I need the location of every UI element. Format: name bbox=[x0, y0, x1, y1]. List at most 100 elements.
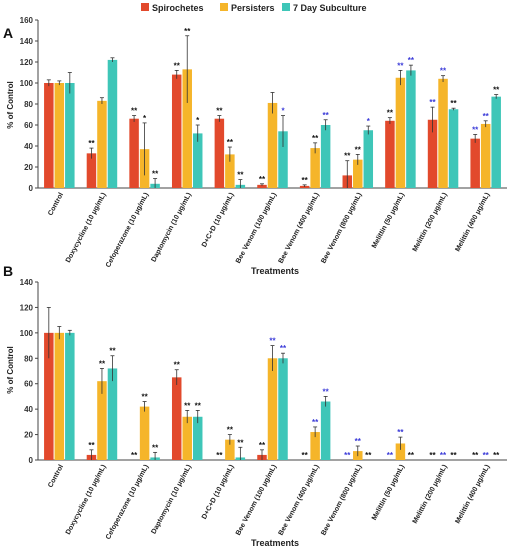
panel-b-significance-stars: ** bbox=[355, 437, 362, 446]
panel-b-category-label: Doxycycline (10 μg/mL) bbox=[65, 464, 108, 536]
panel-b-ytick-label: 120 bbox=[20, 303, 34, 312]
panel-a-ytick-label: 140 bbox=[20, 37, 34, 46]
panel-b-significance-stars: ** bbox=[323, 387, 330, 396]
panel-a-significance-stars: ** bbox=[88, 139, 95, 148]
panel-a-bar-7-day-subculture-daptomycin-10-ug-ml bbox=[192, 133, 203, 188]
panel-a-ytick-label: 160 bbox=[20, 16, 34, 25]
panel-b-category-label: Control bbox=[47, 464, 65, 489]
panel-b-bar-7-day-subculture-bee-venom-100-ug-ml bbox=[278, 358, 288, 460]
panel-b-bar-persisters-daptomycin-10-ug-ml bbox=[182, 416, 192, 460]
panel-b-bar-persisters-bee-venom-100-ug-ml bbox=[267, 358, 278, 460]
panel-a-category-label: Bee Venom (100 μg/mL) bbox=[235, 192, 278, 265]
panel-b-bar-persisters-melittin-50-ug-ml bbox=[395, 443, 406, 460]
panel-a-significance-stars: * bbox=[143, 114, 147, 123]
panel-a-label: A bbox=[3, 25, 13, 41]
panel-b-significance-stars: ** bbox=[312, 418, 319, 427]
panel-b-ytick-label: 140 bbox=[20, 278, 34, 287]
panel-a-ytick-label: 80 bbox=[24, 100, 33, 109]
panel-b-significance-stars: ** bbox=[365, 451, 372, 460]
panel-a-significance-stars: ** bbox=[493, 86, 500, 95]
panel-b-significance-stars: ** bbox=[227, 426, 234, 435]
panel-b-significance-stars: ** bbox=[237, 438, 244, 447]
panel-a-significance-stars: ** bbox=[408, 56, 415, 65]
panel-a-significance-stars: ** bbox=[397, 61, 404, 70]
panel-a-significance-stars: ** bbox=[472, 125, 479, 134]
panel-a-ytick-label: 0 bbox=[29, 184, 34, 193]
panel-b-category-label: Bee Venom (100 μg/mL) bbox=[235, 464, 278, 537]
panel-a-bar-persisters-melittin-200-ug-ml bbox=[438, 78, 448, 188]
panel-b-ytick-label: 40 bbox=[24, 405, 33, 414]
panel-a-category-label: D+C+D (10 μg/mL) bbox=[201, 192, 236, 249]
panel-a-significance-stars: ** bbox=[237, 171, 244, 180]
legend-swatch-persisters bbox=[220, 3, 228, 11]
panel-b-bar-persisters-doxycycline-10-ug-ml bbox=[97, 381, 107, 460]
panel-b-bar-persisters-control bbox=[54, 332, 65, 460]
panel-b-significance-stars: ** bbox=[408, 451, 415, 460]
panel-a-bar-persisters-melittin-400-ug-ml bbox=[480, 123, 491, 188]
panel-b-significance-stars: ** bbox=[152, 443, 159, 452]
legend-swatch-spirochetes bbox=[141, 3, 149, 11]
panel-b-bar-persisters-cefoperazone-10-ug-ml bbox=[139, 406, 150, 460]
panel-a-bar-persisters-d-c-d-10-ug-ml bbox=[225, 154, 235, 188]
panel-a-bar-persisters-doxycycline-10-ug-ml bbox=[97, 100, 107, 188]
panel-a-bar-7-day-subculture-bee-venom-400-ug-ml bbox=[320, 125, 331, 188]
panel-b-category-label: Melittin (200 μg/mL) bbox=[412, 464, 449, 525]
panel-b-significance-stars: ** bbox=[450, 451, 457, 460]
panel-a-bar-spirochetes-daptomycin-10-ug-ml bbox=[171, 74, 182, 188]
panel-a-ytick-label: 20 bbox=[24, 163, 33, 172]
panel-b-significance-stars: ** bbox=[88, 441, 95, 450]
panel-b-category-label: Bee Venom (400 μg/mL) bbox=[278, 464, 321, 537]
panel-a-bar-7-day-subculture-doxycycline-10-ug-ml bbox=[107, 59, 118, 189]
panel-b-ytick-label: 20 bbox=[24, 431, 33, 440]
panel-a-bar-spirochetes-melittin-50-ug-ml bbox=[385, 120, 395, 188]
panel-a-significance-stars: ** bbox=[387, 109, 394, 118]
panel-a-significance-stars: ** bbox=[450, 99, 457, 108]
panel-b-ytick-label: 60 bbox=[24, 380, 33, 389]
panel-a-significance-stars: * bbox=[196, 116, 200, 125]
legend-label-spirochetes: Spirochetes bbox=[152, 3, 204, 13]
panel-b-significance-stars: ** bbox=[397, 428, 404, 437]
panel-a-significance-stars: ** bbox=[440, 67, 447, 76]
panel-b-significance-stars: ** bbox=[174, 361, 181, 370]
panel-b-bar-7-day-subculture-daptomycin-10-ug-ml bbox=[192, 416, 203, 460]
panel-a-bar-7-day-subculture-bee-venom-800-ug-ml bbox=[363, 130, 374, 188]
panel-a-significance-stars: ** bbox=[184, 27, 191, 36]
panel-b-bar-persisters-bee-venom-400-ug-ml bbox=[310, 432, 320, 460]
panel-b-ytick-label: 80 bbox=[24, 354, 33, 363]
panel-b-bar-persisters-d-c-d-10-ug-ml bbox=[225, 439, 235, 460]
panel-b-significance-stars: ** bbox=[131, 451, 138, 460]
panel-b-significance-stars: ** bbox=[109, 347, 116, 356]
panel-a-bar-7-day-subculture-bee-venom-100-ug-ml bbox=[278, 131, 288, 188]
panel-a-bar-persisters-control bbox=[54, 83, 65, 188]
panel-a-bar-spirochetes-melittin-400-ug-ml bbox=[470, 138, 480, 188]
panel-a-bar-spirochetes-doxycycline-10-ug-ml bbox=[86, 153, 97, 188]
panel-a-bar-persisters-daptomycin-10-ug-ml bbox=[182, 69, 192, 188]
panel-b-category-label: Cefoperazone (10 μg/mL) bbox=[105, 464, 150, 541]
panel-b-significance-stars: ** bbox=[216, 451, 223, 460]
panel-a-category-label: Control bbox=[47, 192, 65, 217]
panel-b-category-label: D+C+D (10 μg/mL) bbox=[201, 464, 236, 521]
panel-b-significance-stars: ** bbox=[280, 344, 287, 353]
panel-a-significance-stars: ** bbox=[227, 138, 234, 147]
panel-a-bar-persisters-bee-venom-800-ug-ml bbox=[353, 159, 363, 188]
panel-b-category-label: Daptomycin (10 μg/mL) bbox=[150, 464, 193, 536]
panel-a-bar-spirochetes-cefoperazone-10-ug-ml bbox=[129, 118, 139, 188]
panel-a-bar-7-day-subculture-melittin-200-ug-ml bbox=[448, 109, 459, 188]
panel-b-xlabel: Treatments bbox=[251, 538, 299, 548]
panel-a-significance-stars: ** bbox=[174, 61, 181, 70]
panel-a-bar-spirochetes-control bbox=[44, 83, 54, 188]
panel-b-significance-stars: ** bbox=[387, 451, 394, 460]
panel-a-category-label: Cefoperazone (10 μg/mL) bbox=[105, 192, 150, 269]
panel-a-category-label: Daptomycin (10 μg/mL) bbox=[150, 192, 193, 264]
panel-a-category-label: Bee Venom (400 μg/mL) bbox=[278, 192, 321, 265]
panel-b-category-label: Melittin (400 μg/mL) bbox=[454, 464, 491, 525]
panel-a-significance-stars: ** bbox=[483, 112, 490, 121]
panel-a-significance-stars: ** bbox=[355, 145, 362, 154]
panel-b-significance-stars: ** bbox=[483, 451, 490, 460]
panel-a-significance-stars: * bbox=[281, 107, 285, 116]
panel-b-significance-stars: ** bbox=[269, 337, 276, 346]
panel-a-bar-spirochetes-d-c-d-10-ug-ml bbox=[214, 118, 225, 188]
